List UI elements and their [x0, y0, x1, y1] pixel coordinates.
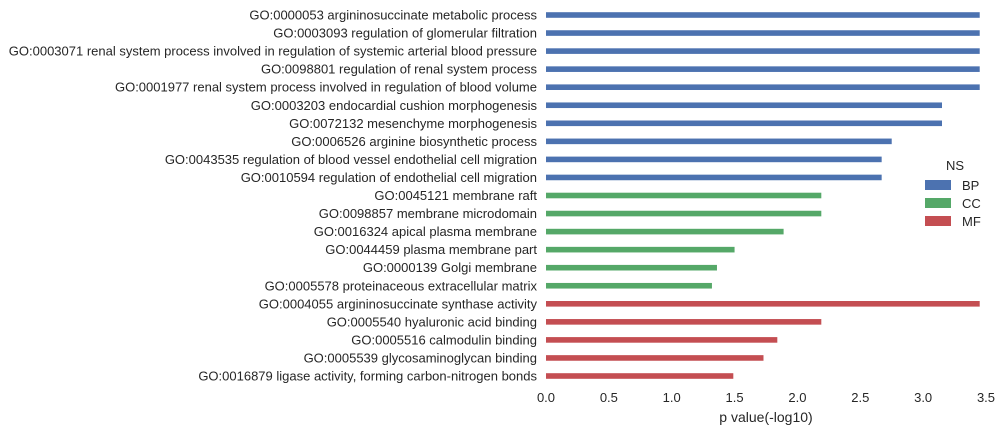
category-label: GO:0004055 argininosuccinate synthase ac…: [259, 296, 538, 311]
bar-bp-4: [546, 84, 980, 90]
x-tick-label: 2.0: [788, 390, 806, 405]
bar-cc-12: [546, 228, 784, 235]
x-tick-label: 1.0: [663, 390, 681, 405]
x-axis-label: p value(-log10): [719, 409, 812, 425]
category-label: GO:0003093 regulation of glomerular filt…: [273, 26, 537, 41]
bar-bp-6: [546, 120, 942, 127]
bar-bp-5: [546, 102, 942, 109]
x-tick-label: 0.0: [537, 390, 555, 405]
x-tick-label: 2.5: [851, 390, 869, 405]
bar-cc-11: [546, 210, 822, 217]
category-label: GO:0005516 calmodulin binding: [351, 332, 537, 347]
category-label: GO:0043535 regulation of blood vessel en…: [165, 152, 537, 167]
bar-bp-8: [546, 156, 882, 163]
category-label: GO:0010594 regulation of endothelial cel…: [241, 170, 537, 185]
category-label: GO:0003071 renal system process involved…: [9, 44, 537, 59]
x-tick-label: 3.5: [977, 390, 995, 405]
bar-cc-10: [546, 192, 822, 199]
x-tick-label: 1.5: [726, 390, 744, 405]
x-axis-ticks: 0.0 0.5 1.0 1.5 2.0 2.5 3.0 3.5: [537, 390, 995, 405]
legend-swatch-cc: [925, 198, 951, 208]
bar-mf-20: [546, 373, 734, 379]
bar-mf-19: [546, 355, 764, 361]
category-label: GO:0005540 hyaluronic acid binding: [327, 314, 537, 329]
bar-mf-17: [546, 319, 822, 325]
legend-label-mf: MF: [962, 214, 981, 229]
legend: NS BP CC MF: [925, 158, 981, 229]
bar-mf-18: [546, 337, 778, 343]
bar-bp-9: [546, 174, 882, 181]
category-label: GO:0001977 renal system process involved…: [115, 80, 537, 95]
category-label: GO:0016879 ligase activity, forming carb…: [198, 369, 537, 384]
bar-bp-1: [546, 30, 980, 36]
legend-label-bp: BP: [962, 178, 979, 193]
legend-swatch-mf: [925, 216, 951, 226]
category-label: GO:0016324 apical plasma membrane: [314, 224, 537, 239]
category-label: GO:0044459 plasma membrane part: [325, 242, 537, 257]
bar-cc-13: [546, 246, 735, 253]
bars: [546, 12, 980, 379]
bar-mf-16: [546, 301, 980, 307]
category-label: GO:0000053 argininosuccinate metabolic p…: [249, 8, 537, 23]
legend-title: NS: [946, 158, 964, 173]
bar-bp-0: [546, 12, 980, 18]
category-label: GO:0072132 mesenchyme morphogenesis: [289, 116, 537, 131]
category-label: GO:0098801 regulation of renal system pr…: [261, 62, 538, 77]
legend-swatch-bp: [925, 180, 951, 190]
category-label: GO:0005578 proteinaceous extracellular m…: [265, 278, 538, 293]
bar-cc-14: [546, 264, 717, 271]
x-tick-label: 3.0: [914, 390, 932, 405]
bar-bp-2: [546, 48, 980, 54]
bar-bp-7: [546, 138, 892, 145]
category-label: GO:0098857 membrane microdomain: [319, 206, 537, 221]
bar-bp-3: [546, 66, 980, 72]
legend-label-cc: CC: [962, 196, 981, 211]
x-tick-label: 0.5: [600, 390, 618, 405]
category-label: GO:0003203 endocardial cushion morphogen…: [251, 98, 538, 113]
category-label: GO:0005539 glycosaminoglycan binding: [304, 350, 537, 365]
category-label: GO:0006526 arginine biosynthetic process: [291, 134, 537, 149]
category-labels: GO:0000053 argininosuccinate metabolic p…: [9, 8, 538, 384]
bar-cc-15: [546, 282, 712, 289]
category-label: GO:0000139 Golgi membrane: [363, 260, 537, 275]
category-label: GO:0045121 membrane raft: [374, 188, 537, 203]
